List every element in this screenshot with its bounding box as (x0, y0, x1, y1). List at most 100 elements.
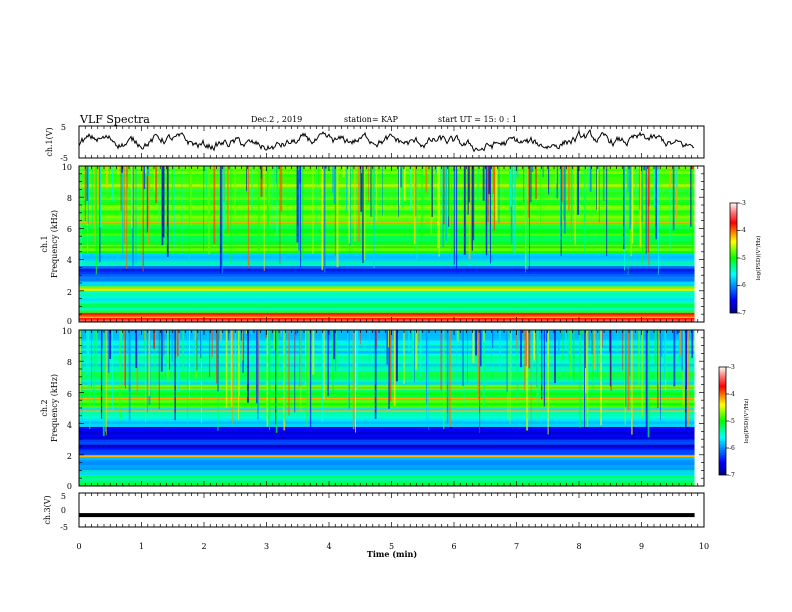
spectrogram-sferic (508, 166, 511, 213)
spectrogram-sferic (146, 166, 149, 233)
spectrogram-sferic (490, 330, 492, 364)
spectrogram-sferic (193, 330, 194, 366)
spectrogram-sferic (363, 166, 366, 261)
spectrogram-sferic (645, 166, 647, 254)
spectrogram-row (79, 184, 695, 188)
spectrogram-sferic (565, 330, 567, 350)
spectrogram-sferic (230, 166, 232, 263)
spectrogram-sferic (342, 166, 345, 178)
spectrogram-sferic (485, 166, 488, 256)
spectrogram-sferic (531, 330, 533, 384)
ch1-ytick-8: 8 (67, 194, 72, 203)
spectrogram-row (79, 444, 695, 448)
spectrogram-row (79, 176, 695, 180)
spectrogram-row (79, 276, 695, 280)
ch3-ytick-0: 0 (61, 506, 66, 515)
spectrogram-row (79, 186, 695, 190)
spectrogram-row (79, 307, 695, 311)
spectrogram-sferic (247, 166, 250, 267)
spectrogram-sferic (492, 166, 495, 194)
spectrogram-sferic (416, 166, 418, 260)
spectrogram-sferic (567, 330, 569, 361)
spectrogram-sferic (189, 330, 190, 398)
spectrogram-sferic (472, 330, 475, 364)
spectrogram-sferic (400, 166, 403, 188)
spectrogram-sferic (457, 330, 459, 343)
spectrogram-sferic (645, 330, 648, 438)
spectrogram-sferic (557, 330, 560, 355)
ch1-waveform-line (79, 129, 695, 153)
spectrogram-row (79, 265, 695, 269)
ch1-colorbar-gradient (729, 202, 738, 314)
spectrogram-sferic (105, 330, 106, 432)
spectrogram-sferic (372, 166, 375, 218)
spectrogram-sferic (208, 330, 211, 377)
spectrogram-sferic (480, 330, 482, 367)
spectrogram-row (79, 197, 695, 201)
x-axis-label: Time (min) (367, 549, 417, 559)
spectrogram-sferic (493, 166, 495, 231)
spectrogram-sferic (356, 330, 359, 389)
spectrogram-sferic (260, 166, 263, 179)
spectrogram-sferic (638, 330, 641, 385)
spectrogram-sferic (171, 330, 174, 363)
spectrogram-sferic (333, 330, 336, 360)
spectrogram-sferic (525, 330, 527, 367)
spectrogram-row (79, 405, 695, 409)
x-tick-label: 4 (326, 542, 331, 551)
spectrogram-sferic (401, 166, 404, 208)
x-tick-label: 10 (699, 542, 709, 551)
spectrogram-sferic (121, 166, 123, 173)
ch2-spectrogram-panel: 0 2 4 6 8 10 ch.2 Frequency (kHz) (40, 327, 705, 491)
spectrogram-row (79, 410, 695, 414)
spectrogram-sferic (136, 330, 139, 396)
spectrogram-sferic (675, 166, 678, 189)
spectrogram-sferic (483, 330, 485, 410)
spectrogram-sferic (598, 166, 600, 172)
spectrogram-row (79, 413, 695, 417)
spectrogram-sferic (658, 166, 659, 275)
spectrogram-sferic (86, 166, 88, 202)
spectrogram-sferic (573, 166, 576, 169)
spectrogram-sferic (163, 330, 165, 356)
spectrogram-sferic (358, 166, 360, 242)
spectrogram-sferic (362, 166, 364, 264)
spectrogram-sferic (305, 330, 306, 386)
spectrogram-sferic (123, 166, 125, 243)
spectrogram-sferic (686, 330, 688, 333)
spectrogram-sferic (660, 330, 661, 421)
spectrogram-sferic (86, 330, 88, 376)
spectrogram-sferic (309, 330, 312, 429)
spectrogram-row (79, 300, 695, 304)
spectrogram-sferic (181, 166, 183, 254)
spectrogram-row (79, 171, 695, 175)
spectrogram-sferic (467, 330, 468, 383)
spectrogram-row (79, 384, 695, 388)
x-tick-label: 5 (389, 542, 394, 551)
ch1-wave-ytick-bottom: -5 (60, 154, 68, 163)
cbar1-tick-m3: -3 (740, 200, 746, 207)
spectrogram-sferic (145, 166, 147, 173)
spectrogram-sferic (647, 330, 650, 438)
spectrogram-sferic (200, 330, 202, 358)
spectrogram-sferic (624, 166, 626, 271)
spectrogram-row (79, 253, 695, 257)
spectrogram-sferic (684, 330, 687, 433)
spectrogram-row (79, 207, 695, 211)
spectrogram-sferic (641, 330, 644, 417)
spectrogram-narrowband-line (79, 397, 695, 400)
spectrogram-row (79, 235, 695, 239)
spectrogram-sferic (561, 166, 563, 203)
spectrogram-sferic (448, 166, 451, 217)
spectrogram-sferic (564, 166, 566, 234)
spectrogram-sferic (208, 166, 211, 255)
ch1-waveform-ticks (78, 126, 705, 158)
spectrogram-sferic (546, 330, 548, 343)
ch1-ytick-0: 0 (67, 317, 72, 326)
spectrogram-sferic (635, 166, 637, 198)
spectrogram-row (79, 250, 695, 254)
spectrogram-sferic (256, 330, 259, 399)
spectrogram-sferic (120, 166, 122, 211)
spectrogram-sferic (283, 330, 286, 431)
spectrogram-sferic (442, 166, 445, 247)
